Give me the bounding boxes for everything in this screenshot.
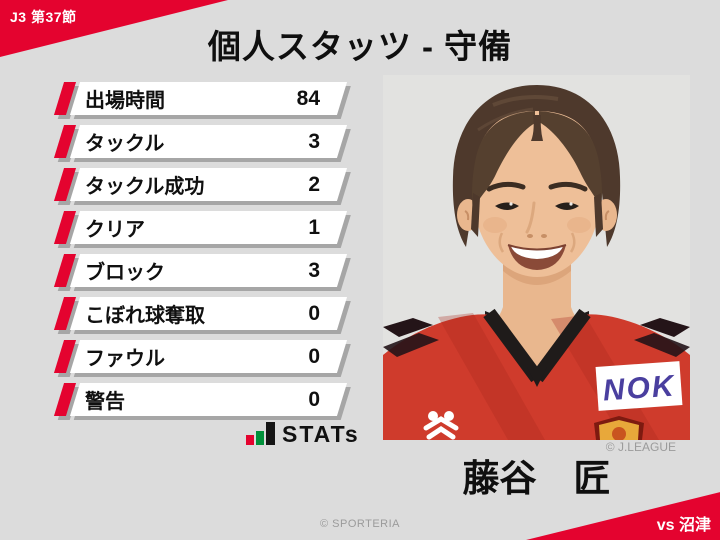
stat-row-loose-ball-recoveries: こぼれ球奪取 0	[53, 297, 348, 330]
opponent-label: vs 沼津	[656, 517, 711, 534]
stat-label: こぼれ球奪取	[85, 305, 205, 327]
stat-label: タックル成功	[85, 176, 205, 198]
club-crest	[594, 416, 644, 440]
stat-row-tackles-won: タックル成功 2	[53, 168, 348, 201]
stat-value: 3	[308, 129, 320, 153]
player-photo: NOK	[383, 75, 690, 440]
stat-row-bar: タックル 3	[69, 125, 348, 158]
stat-row-minutes: 出場時間 84	[53, 82, 348, 115]
stats-brand-logo: STATs	[246, 421, 360, 447]
stats-logo-text: STATs	[282, 421, 360, 447]
stat-value: 84	[296, 86, 320, 110]
stat-value: 0	[308, 387, 320, 411]
stat-row-tackles: タックル 3	[53, 125, 348, 158]
sporteria-credit: © SPORTERIA	[319, 518, 401, 530]
stat-label: 警告	[85, 391, 125, 413]
nok-text: NOK	[602, 369, 677, 407]
stat-row-bar: タックル成功 2	[69, 168, 348, 201]
nok-sponsor-logo: NOK	[595, 361, 683, 411]
stat-row-bar: こぼれ球奪取 0	[69, 297, 348, 330]
stat-label: 出場時間	[85, 90, 165, 112]
stat-label: ファウル	[85, 348, 165, 370]
stat-value: 1	[308, 215, 320, 239]
stat-row-bar: ブロック 3	[69, 254, 348, 287]
bar-chart-icon	[246, 422, 275, 445]
eye-right	[555, 202, 579, 210]
stat-value: 0	[308, 301, 320, 325]
stat-value: 2	[308, 172, 320, 196]
player-name: 藤谷 匠	[462, 458, 611, 499]
hummel-logo	[423, 411, 459, 440]
stat-value: 3	[308, 258, 320, 282]
shoulder-chevrons-left	[383, 318, 439, 357]
stat-row-bar: クリア 1	[69, 211, 348, 244]
stat-value: 0	[308, 344, 320, 368]
page-title: 個人スタッツ - 守備	[207, 28, 513, 65]
eye-left	[495, 202, 519, 210]
stat-label: タックル	[85, 133, 165, 155]
stat-row-blocks: ブロック 3	[53, 254, 348, 287]
stat-row-yellow-cards: 警告 0	[53, 383, 348, 416]
stat-row-clearances: クリア 1	[53, 211, 348, 244]
stat-row-bar: ファウル 0	[69, 340, 348, 373]
stat-row-fouls: ファウル 0	[53, 340, 348, 373]
stat-label: クリア	[85, 219, 145, 241]
stat-row-bar: 警告 0	[69, 383, 348, 416]
shoulder-chevrons-right	[634, 318, 690, 357]
matchday-badge: J3 第37節	[10, 9, 77, 25]
stat-label: ブロック	[85, 262, 165, 284]
photo-credit: © J.LEAGUE	[605, 440, 676, 454]
stat-row-bar: 出場時間 84	[69, 82, 348, 115]
